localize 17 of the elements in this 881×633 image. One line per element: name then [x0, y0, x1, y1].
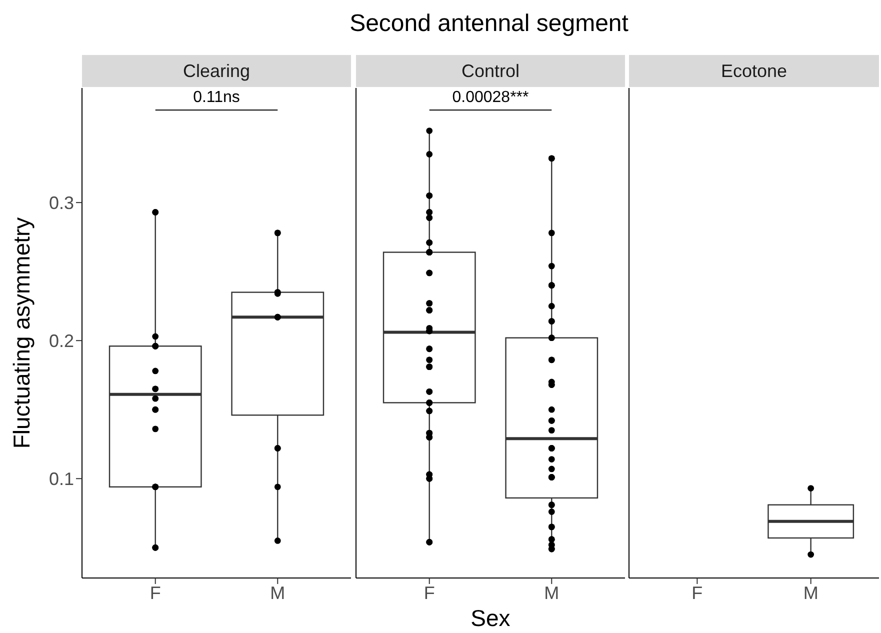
- x-tick-label: F: [424, 582, 435, 603]
- annotation: 0.11ns: [192, 89, 241, 107]
- x-tick-label: M: [270, 582, 286, 603]
- y-tick-label: 0.3: [48, 192, 74, 213]
- x-axis-title: Sex: [470, 605, 512, 632]
- x-tick-label: M: [544, 582, 560, 603]
- chart-subtitle: Ecotone: [629, 55, 879, 87]
- annotation: 0.00028***: [451, 89, 530, 107]
- y-tick-label: 0.1: [48, 469, 74, 490]
- y-axis-title: Fluctuating asymmetry: [8, 217, 36, 449]
- x-tick-label: F: [150, 582, 161, 603]
- x-tick-label: F: [692, 582, 703, 603]
- chart-subtitle: Control: [356, 55, 625, 87]
- y-tick-label: 0.2: [48, 330, 74, 351]
- x-tick-label: M: [803, 582, 818, 603]
- chart-subtitle: Clearing: [82, 55, 351, 87]
- chart-title: Second antennal segment: [348, 10, 630, 38]
